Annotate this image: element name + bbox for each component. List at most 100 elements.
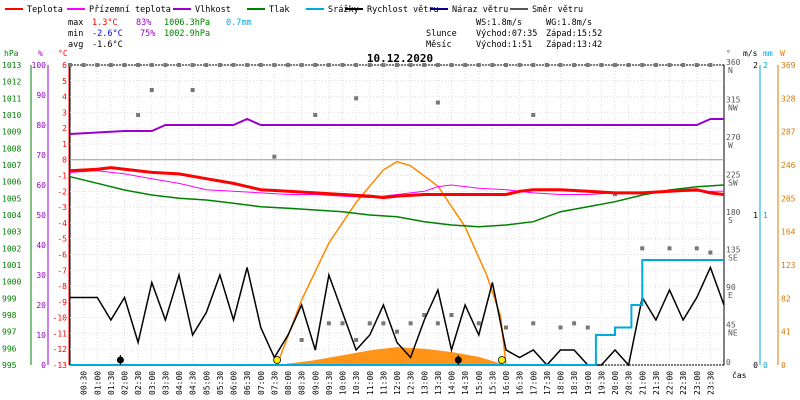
time-tick: 09:00	[311, 371, 320, 395]
wind-dir-dot	[708, 250, 713, 255]
hpa-tick: 1007	[2, 161, 21, 170]
wind-dir-dot	[694, 246, 699, 251]
humidity-line	[69, 117, 724, 135]
info-ws: WS:1.8m/s	[476, 18, 522, 28]
dir-tick: 90	[726, 283, 736, 292]
time-tick: 22:00	[666, 371, 675, 395]
time-tick: 04:30	[189, 371, 198, 395]
temp-tick: -12	[53, 345, 68, 354]
wind-dir-dot	[694, 63, 699, 67]
wind-dir-dot	[640, 246, 645, 251]
wind-dir-dot	[449, 63, 454, 67]
wind-dir-dot	[367, 63, 372, 67]
wind-dir-dot	[299, 338, 304, 342]
dir-tick: 180	[726, 208, 741, 217]
wind-dir-dot	[435, 321, 440, 326]
hpa-tick: 1002	[2, 244, 21, 253]
stat-avg-label: avg	[68, 40, 83, 50]
time-tick: 18:00	[557, 371, 566, 395]
wind-dir-dot	[708, 63, 713, 67]
wind-dir-dot	[531, 63, 536, 67]
mm-tick: 2	[763, 61, 768, 70]
hpa-tick: 1011	[2, 94, 21, 103]
wind-dir-dot	[640, 63, 645, 67]
wind-dir-dot	[326, 63, 331, 67]
w-tick: 205	[781, 194, 796, 203]
temp-tick: 2	[62, 124, 67, 133]
time-tick: 23:30	[706, 371, 715, 395]
time-tick: 15:00	[475, 371, 484, 395]
grid	[69, 64, 725, 366]
w-tick: 41	[781, 328, 791, 337]
time-tick: 08:30	[298, 371, 307, 395]
time-tick: 05:30	[216, 371, 225, 395]
pct-tick: 100	[32, 61, 47, 70]
dir-tick-label: NW	[728, 104, 738, 113]
wind-dir-dot	[449, 313, 454, 317]
wind-dir-dot	[408, 63, 413, 67]
time-tick: 02:30	[134, 371, 143, 395]
dir-tick-label: NE	[728, 329, 738, 338]
wind-dir-dot	[272, 63, 277, 67]
hpa-tick: 1003	[2, 228, 21, 237]
w-tick: 123	[781, 261, 796, 270]
hpa-tick: 1001	[2, 261, 21, 270]
wind-dir-dot	[504, 325, 508, 330]
wind-dir-dot	[667, 246, 672, 251]
hpa-tick: 1006	[2, 178, 21, 187]
wind-dir-dot	[326, 321, 331, 326]
wind-dir-dot	[163, 63, 168, 67]
info-moon-label: Měsíc	[426, 40, 452, 50]
hpa-tick: 998	[2, 311, 17, 320]
chart-title: 10.12.2020	[367, 52, 433, 65]
wind-dir-dot	[313, 63, 318, 67]
stat-max-press: 1006.3hPa	[164, 18, 210, 28]
time-tick: 11:00	[366, 371, 375, 395]
hpa-tick: 1010	[2, 111, 21, 120]
temp-tick: -9	[57, 298, 67, 307]
wind-dir-dot	[381, 321, 386, 326]
time-tick: 20:00	[611, 371, 620, 395]
wind-dir-dot	[68, 63, 72, 67]
wind-dir-dot	[122, 63, 127, 67]
time-tick: 14:30	[461, 371, 470, 395]
temperature-line	[69, 166, 725, 200]
wind-speed-line	[70, 265, 725, 367]
temp-tick: -6	[57, 250, 67, 259]
temp-tick: -10	[53, 314, 68, 323]
wind-dir-dot	[313, 113, 318, 117]
stat-min-temp: -2.6°C	[92, 29, 123, 39]
wind-dir-dot	[572, 63, 577, 67]
wind-dir-dot	[299, 63, 304, 67]
wind-dir-dot	[340, 321, 345, 326]
info-block: WS:1.8m/s WG:1.8m/s Slunce Východ:07:35 …	[426, 18, 602, 50]
dir-tick: 225	[726, 171, 741, 180]
time-tick: 09:30	[325, 371, 334, 395]
wind-dir-dot	[340, 63, 345, 67]
wind-dir-dot	[108, 63, 113, 67]
wind-dir-dot	[81, 63, 86, 67]
temp-tick: -3	[57, 203, 67, 212]
time-tick: 07:00	[257, 371, 266, 395]
time-tick: 02:00	[121, 371, 130, 395]
wind-dir-dot	[190, 63, 195, 67]
dir-tick-label: SW	[728, 179, 738, 188]
series-layer	[68, 63, 725, 367]
time-tick: 16:30	[516, 371, 525, 395]
wind-dir-dot	[245, 63, 250, 67]
hpa-tick: 1004	[2, 211, 21, 220]
wind-dir-dot	[286, 63, 290, 67]
wind-dir-dot	[231, 63, 236, 67]
pct-tick: 50	[36, 211, 46, 220]
ms-tick: 1	[753, 211, 758, 220]
w-tick: 328	[781, 94, 796, 103]
hpa-tick: 1008	[2, 144, 21, 153]
wind-dir-dot	[681, 63, 686, 67]
wind-dir-dot	[463, 63, 468, 67]
ms-tick: 2	[753, 61, 758, 70]
time-tick: 13:00	[420, 371, 429, 395]
sun-marker	[273, 356, 282, 364]
dir-tick-label: S	[728, 216, 733, 225]
legend-label: Teplota	[27, 5, 63, 15]
